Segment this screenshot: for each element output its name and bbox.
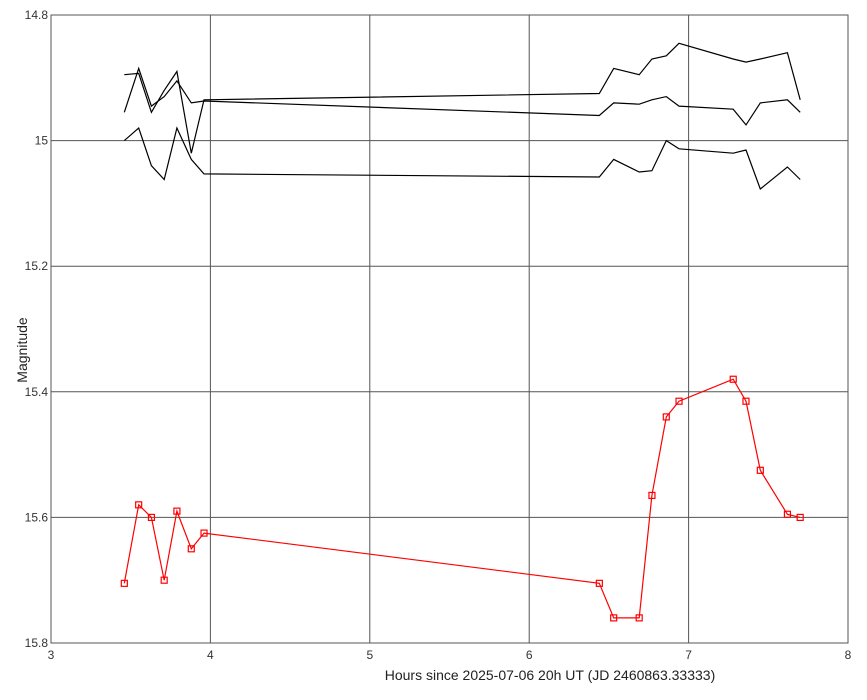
x-axis-title: Hours since 2025-07-06 20h UT (JD 246086… <box>385 667 716 683</box>
comparison-star-series <box>123 126 801 190</box>
x-tick-label: 6 <box>526 648 533 662</box>
y-tick-label: 15 <box>35 134 49 148</box>
data-point-marker <box>173 507 181 515</box>
x-tick-label: 7 <box>685 648 692 662</box>
data-point-marker <box>120 579 128 587</box>
data-point-marker <box>610 614 618 622</box>
data-point-marker <box>147 513 156 522</box>
y-tick-label: 14.8 <box>25 8 49 22</box>
data-point-marker <box>756 466 764 474</box>
data-point-marker <box>648 491 656 500</box>
comparison-star-series <box>124 42 801 154</box>
series-line <box>124 42 801 154</box>
x-tick-label: 4 <box>207 648 214 662</box>
data-point-marker <box>662 413 670 421</box>
comparison-star-series <box>123 66 801 126</box>
series-group <box>120 42 804 622</box>
y-tick-labels: 14.8 15 15.2 15.4 15.6 15.8 <box>25 8 49 650</box>
data-point-marker <box>796 513 804 522</box>
data-point-marker <box>595 579 603 587</box>
data-point-marker <box>635 614 643 622</box>
y-tick-label: 15.2 <box>25 259 49 273</box>
target-series <box>120 375 804 622</box>
plot-frame <box>50 14 849 644</box>
x-tick-label: 8 <box>845 648 852 662</box>
series-line <box>123 66 801 126</box>
y-tick-label: 15.6 <box>25 510 49 524</box>
x-tick-label: 3 <box>48 648 55 662</box>
data-point-marker <box>160 576 168 584</box>
grid <box>51 15 848 643</box>
y-tick-label: 15.4 <box>25 385 49 399</box>
data-point-marker <box>675 397 683 405</box>
data-point-marker <box>783 510 792 518</box>
series-line <box>123 126 801 190</box>
data-point-marker <box>200 529 208 537</box>
data-point-marker <box>729 375 737 383</box>
y-axis-title: Magnitude <box>14 317 30 383</box>
y-tick-label: 15.8 <box>25 636 49 650</box>
data-point-marker <box>135 501 143 509</box>
x-tick-label: 5 <box>366 648 373 662</box>
data-point-marker <box>742 397 750 405</box>
series-line <box>123 378 801 619</box>
data-point-marker <box>187 545 195 553</box>
x-tick-labels: 3 4 5 6 7 8 <box>48 648 852 662</box>
